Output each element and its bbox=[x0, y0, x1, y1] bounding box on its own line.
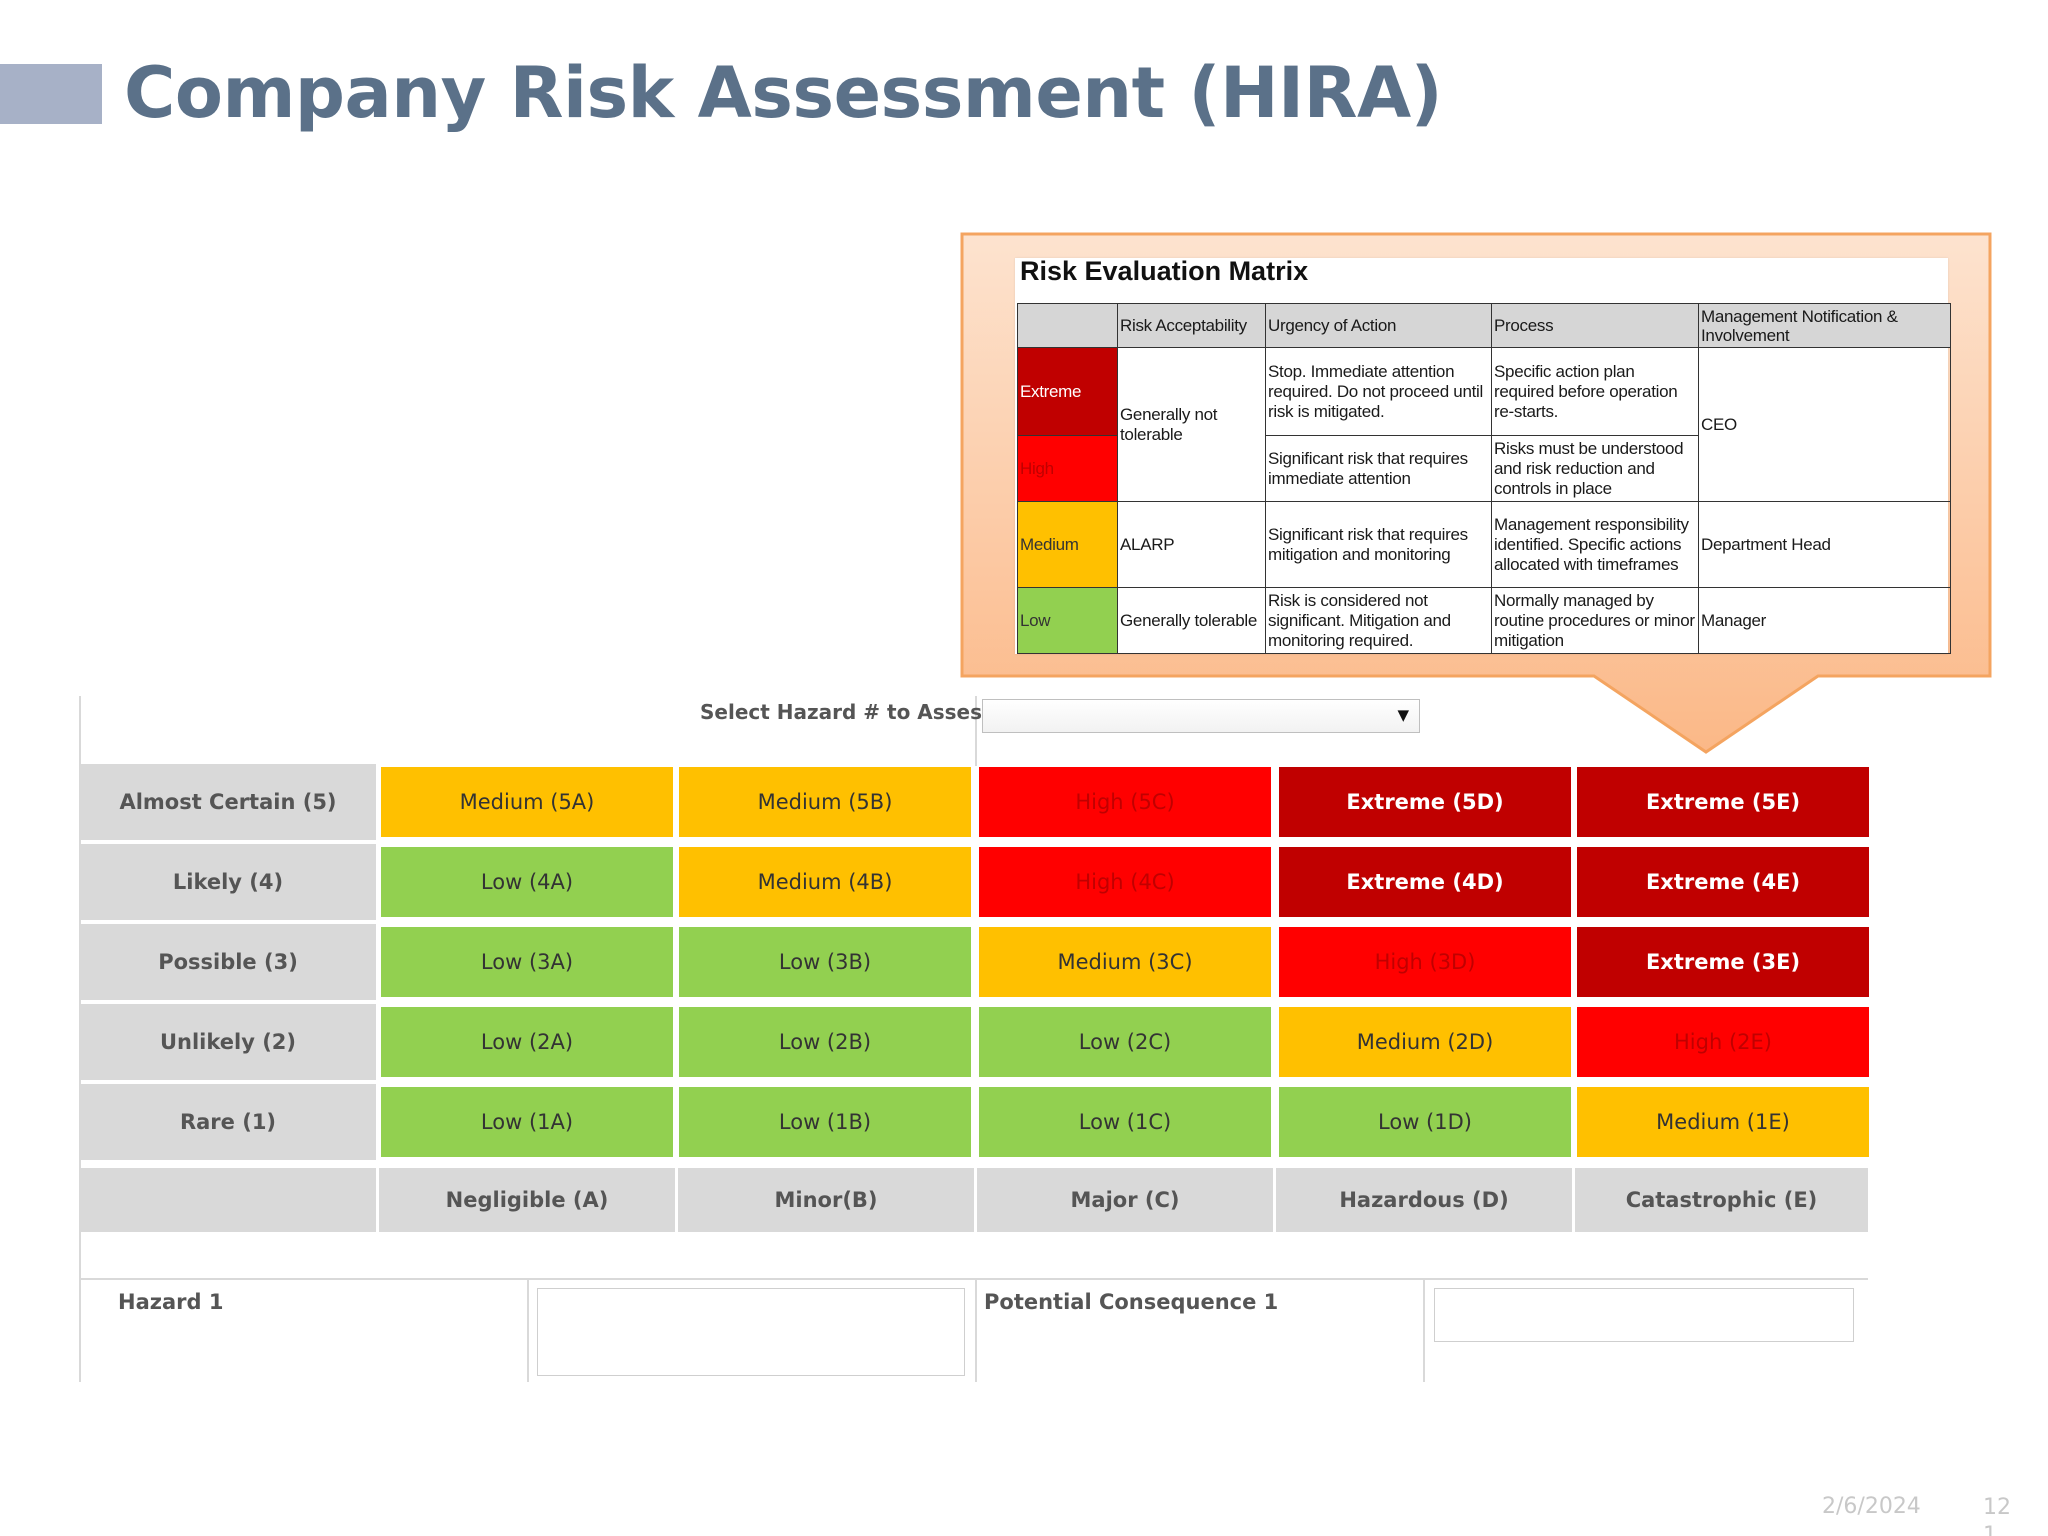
footer-date: 2/6/2024 bbox=[1822, 1494, 1921, 1519]
matrix-cell[interactable]: Extreme (4D) bbox=[1279, 847, 1571, 917]
matrix-cell[interactable]: Extreme (3E) bbox=[1577, 927, 1869, 997]
consequence-label: Negligible (A) bbox=[379, 1168, 675, 1232]
matrix-cell[interactable]: Low (1D) bbox=[1279, 1087, 1571, 1157]
frame-divider bbox=[975, 1280, 977, 1382]
acceptability-alarp: ALARP bbox=[1117, 501, 1266, 588]
matrix-cell[interactable]: High (3D) bbox=[1279, 927, 1571, 997]
matrix-cell[interactable]: Low (1B) bbox=[679, 1087, 971, 1157]
table-header-cell: Management Notification & Involvement bbox=[1698, 303, 1951, 348]
process-extreme: Specific action plan required before ope… bbox=[1491, 347, 1699, 436]
matrix-cell[interactable]: High (5C) bbox=[979, 767, 1271, 837]
matrix-cell[interactable]: Low (1C) bbox=[979, 1087, 1271, 1157]
matrix-cell[interactable]: Medium (5A) bbox=[381, 767, 673, 837]
matrix-cell[interactable]: Low (2C) bbox=[979, 1007, 1271, 1077]
potential-consequence-label: Potential Consequence 1 bbox=[984, 1290, 1279, 1314]
table-row: Low Generally tolerable Risk is consider… bbox=[1017, 587, 1951, 654]
table-header-cell: Urgency of Action bbox=[1265, 303, 1492, 348]
consequence-label: Hazardous (D) bbox=[1276, 1168, 1572, 1232]
potential-consequence-input[interactable] bbox=[1434, 1288, 1854, 1342]
urgency-medium: Significant risk that requires mitigatio… bbox=[1265, 501, 1492, 588]
hazard-label: Hazard 1 bbox=[118, 1290, 224, 1314]
likelihood-label: Possible (3) bbox=[80, 924, 376, 1000]
matrix-cell[interactable]: Medium (2D) bbox=[1279, 1007, 1571, 1077]
urgency-low: Risk is considered not significant. Miti… bbox=[1265, 587, 1492, 654]
matrix-cell[interactable]: Extreme (5E) bbox=[1577, 767, 1869, 837]
frame-divider bbox=[975, 696, 977, 766]
matrix-cell[interactable]: Extreme (4E) bbox=[1577, 847, 1869, 917]
table-header-cell: Risk Acceptability bbox=[1117, 303, 1266, 348]
management-ceo: CEO bbox=[1698, 347, 1951, 502]
table-row: Medium ALARP Significant risk that requi… bbox=[1017, 501, 1951, 588]
process-high: Risks must be understood and risk reduct… bbox=[1491, 435, 1699, 502]
likelihood-label: Almost Certain (5) bbox=[80, 764, 376, 840]
consequence-label: Catastrophic (E) bbox=[1575, 1168, 1868, 1232]
matrix-cell[interactable]: Medium (1E) bbox=[1577, 1087, 1869, 1157]
select-hazard-label: Select Hazard # to Assess bbox=[700, 700, 994, 724]
consequence-label: Major (C) bbox=[977, 1168, 1273, 1232]
process-medium: Management responsibility identified. Sp… bbox=[1491, 501, 1699, 588]
level-high: High bbox=[1017, 435, 1118, 502]
matrix-cell[interactable]: High (2E) bbox=[1577, 1007, 1869, 1077]
dropdown-arrow-icon[interactable]: ▼ bbox=[1397, 706, 1409, 724]
matrix-cell[interactable]: Low (4A) bbox=[381, 847, 673, 917]
likelihood-label: Unlikely (2) bbox=[80, 1004, 376, 1080]
evaluation-matrix-title: Risk Evaluation Matrix bbox=[1020, 256, 1309, 286]
level-medium: Medium bbox=[1017, 501, 1118, 588]
footer-page-number: 12 1 bbox=[1983, 1495, 2011, 1536]
matrix-cell[interactable]: Medium (5B) bbox=[679, 767, 971, 837]
frame-divider bbox=[527, 1280, 529, 1382]
evaluation-matrix-table: Risk Acceptability Urgency of Action Pro… bbox=[1017, 303, 1951, 654]
process-low: Normally managed by routine procedures o… bbox=[1491, 587, 1699, 654]
matrix-cell[interactable]: Low (1A) bbox=[381, 1087, 673, 1157]
matrix-cell[interactable]: Low (3B) bbox=[679, 927, 971, 997]
level-extreme: Extreme bbox=[1017, 347, 1118, 436]
hazard-select-dropdown[interactable]: ▼ bbox=[982, 699, 1420, 733]
title-accent-bar bbox=[0, 64, 102, 124]
consequence-corner bbox=[80, 1168, 376, 1232]
matrix-cell[interactable]: Medium (4B) bbox=[679, 847, 971, 917]
table-header-row: Risk Acceptability Urgency of Action Pro… bbox=[1017, 303, 1951, 348]
page-title: Company Risk Assessment (HIRA) bbox=[124, 52, 1443, 134]
management-department-head: Department Head bbox=[1698, 501, 1951, 588]
urgency-high: Significant risk that requires immediate… bbox=[1265, 435, 1492, 502]
table-row: High Significant risk that requires imme… bbox=[1017, 435, 1951, 502]
hazard-input[interactable] bbox=[537, 1288, 965, 1376]
acceptability-not-tolerable: Generally not tolerable bbox=[1117, 347, 1266, 502]
frame-divider bbox=[80, 1278, 1868, 1280]
matrix-cell[interactable]: Low (2A) bbox=[381, 1007, 673, 1077]
frame-divider bbox=[1423, 1280, 1425, 1382]
matrix-cell[interactable]: Extreme (5D) bbox=[1279, 767, 1571, 837]
acceptability-tolerable: Generally tolerable bbox=[1117, 587, 1266, 654]
level-low: Low bbox=[1017, 587, 1118, 654]
likelihood-label: Likely (4) bbox=[80, 844, 376, 920]
matrix-cell[interactable]: Low (3A) bbox=[381, 927, 673, 997]
matrix-cell[interactable]: Low (2B) bbox=[679, 1007, 971, 1077]
urgency-extreme: Stop. Immediate attention required. Do n… bbox=[1265, 347, 1492, 436]
table-header-cell: Process bbox=[1491, 303, 1699, 348]
management-manager: Manager bbox=[1698, 587, 1951, 654]
table-header-cell bbox=[1017, 303, 1118, 348]
consequence-label: Minor(B) bbox=[678, 1168, 974, 1232]
likelihood-label: Rare (1) bbox=[80, 1084, 376, 1160]
matrix-cell[interactable]: High (4C) bbox=[979, 847, 1271, 917]
matrix-cell[interactable]: Medium (3C) bbox=[979, 927, 1271, 997]
table-row: Extreme Generally not tolerable Stop. Im… bbox=[1017, 347, 1951, 502]
